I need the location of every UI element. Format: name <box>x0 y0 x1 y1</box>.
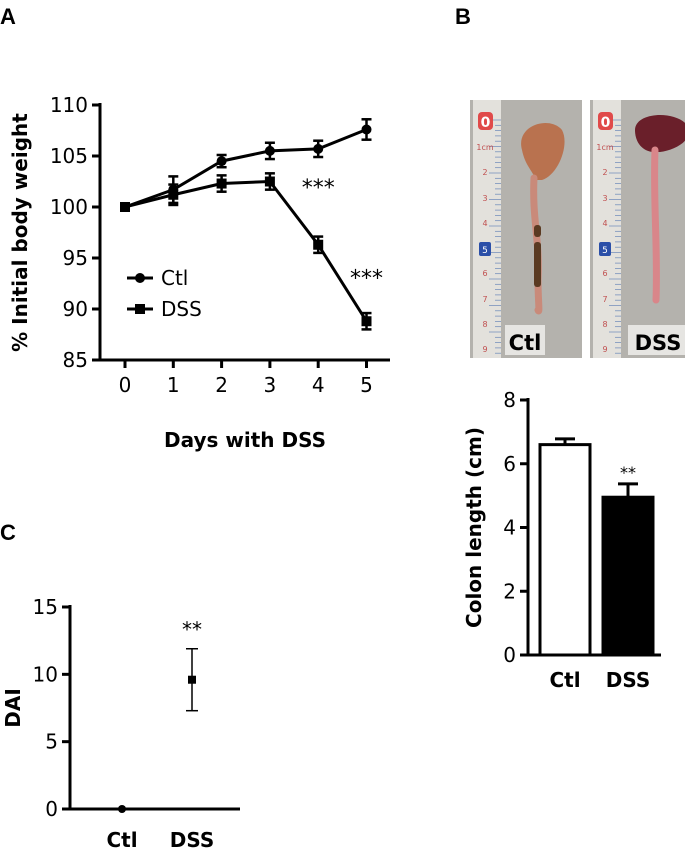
series-line-dss <box>124 179 368 323</box>
data-point-dss <box>168 189 179 200</box>
ruler-label: 0 <box>481 115 491 131</box>
data-point-ctl <box>361 124 372 135</box>
dai-chart: 0 5 10 15 DAI Ctl DSS ** <box>1 595 240 852</box>
ruler-label: 2 <box>482 168 487 177</box>
x-tick-label: 4 <box>312 373 325 397</box>
significance-marker: *** <box>302 176 335 201</box>
colon-length-chart: 0 2 4 6 8 Colon length (cm) Ctl DSS ** <box>462 388 661 692</box>
body-weight-chart: 85 90 95 100 105 110 0 1 2 3 4 5 Days with DSS % Init… <box>8 93 390 452</box>
photo-label-dss: DSS <box>635 331 682 355</box>
ruler-label: 3 <box>602 194 607 203</box>
legend-marker-ctl <box>135 273 145 283</box>
ruler-label: 8 <box>482 320 487 329</box>
ruler-label: 8 <box>602 320 607 329</box>
data-point-dss <box>188 675 196 684</box>
ruler-label: 9 <box>602 345 607 354</box>
y-tick-label: 10 <box>33 662 58 686</box>
data-point-dss <box>216 178 227 189</box>
x-tick-label: 3 <box>264 373 277 397</box>
bar-dss <box>601 495 655 657</box>
ruler-label: 5 <box>482 246 488 256</box>
ruler-label: 1cm <box>596 143 613 152</box>
y-tick-label: 8 <box>503 388 516 412</box>
legend-label-ctl: Ctl <box>161 266 188 290</box>
photo-half-dss: 0 1cm 2 3 4 5 6 7 8 9 DSS <box>590 100 685 358</box>
ruler-label: 2 <box>602 168 607 177</box>
ruler-label: 7 <box>482 295 487 304</box>
data-point-ctl <box>313 143 324 154</box>
ruler-label: 4 <box>602 219 607 228</box>
y-tick-label: 90 <box>63 297 88 321</box>
cecum <box>635 114 685 152</box>
y-axis-title: Colon length (cm) <box>462 427 486 628</box>
y-tick-label: 95 <box>63 246 88 270</box>
panel-label-b: B <box>455 4 471 29</box>
photo-half-ctl: 0 1cm 2 3 4 5 6 7 8 9 Ctl <box>470 100 582 358</box>
y-tick-label: 85 <box>63 348 88 372</box>
y-tick-label: 5 <box>45 730 58 754</box>
data-point-ctl <box>264 145 275 156</box>
y-tick-label: 100 <box>50 195 88 219</box>
y-tick-label: 0 <box>45 797 58 821</box>
y-axis-title: % Initial body weight <box>8 113 32 352</box>
ruler <box>593 100 621 358</box>
data-point-ctl <box>216 156 227 167</box>
legend-label-dss: DSS <box>161 297 202 321</box>
ruler-five-marker <box>599 242 611 256</box>
photo-label-ctl: Ctl <box>509 331 542 355</box>
ruler-zero-marker <box>478 112 493 130</box>
data-point-dss <box>264 176 275 187</box>
y-axis-title: DAI <box>1 688 25 728</box>
x-category-label: DSS <box>170 828 215 852</box>
ruler-label: 0 <box>601 115 611 131</box>
ruler-label: 6 <box>602 269 607 278</box>
significance-marker: *** <box>350 267 383 292</box>
x-tick-label: 5 <box>360 373 373 397</box>
data-point-dss <box>120 202 130 212</box>
ruler-label: 6 <box>482 269 487 278</box>
ruler-zero-marker <box>598 112 613 130</box>
y-tick-label: 0 <box>503 643 516 667</box>
significance-marker: ** <box>620 463 636 482</box>
ruler-label: 3 <box>482 194 487 203</box>
y-tick-label: 15 <box>33 595 58 619</box>
photo-label-box <box>505 325 545 355</box>
significance-marker: ** <box>182 618 202 642</box>
x-tick-label: 1 <box>167 373 180 397</box>
data-point-dss <box>313 239 324 250</box>
panel-label-a: A <box>0 4 16 29</box>
colon-photograph: 0 1cm 2 3 4 5 6 7 8 9 Ctl 0 1cm 2 3 4 5 6 7 8 9 DSS <box>470 100 685 358</box>
legend-marker-dss <box>135 304 145 314</box>
ruler-label: 5 <box>602 246 608 256</box>
x-tick-label: 0 <box>119 373 132 397</box>
ruler <box>473 100 501 358</box>
y-tick-label: 4 <box>503 516 516 540</box>
x-tick-label: 2 <box>215 373 228 397</box>
data-point-dss <box>361 316 372 327</box>
x-category-label: DSS <box>606 668 651 692</box>
bar-ctl <box>538 443 592 657</box>
fecal-pellet <box>534 242 541 287</box>
y-tick-label: 2 <box>503 579 516 603</box>
y-tick-label: 110 <box>50 93 88 117</box>
ruler-five-marker <box>479 242 491 256</box>
x-category-label: Ctl <box>106 828 137 852</box>
fecal-pellet <box>534 225 541 237</box>
ruler-label: 9 <box>482 345 487 354</box>
y-tick-label: 6 <box>503 452 516 476</box>
data-point-ctl <box>118 805 126 813</box>
series-line-ctl <box>124 128 368 209</box>
panel-label-c: C <box>0 520 16 545</box>
ruler-label: 1cm <box>476 143 493 152</box>
cecum <box>521 122 565 180</box>
ruler-label: 7 <box>602 295 607 304</box>
photo-label-box <box>628 325 685 355</box>
colon <box>651 146 660 304</box>
x-axis-title: Days with DSS <box>164 428 326 452</box>
x-category-label: Ctl <box>549 668 580 692</box>
ruler-label: 4 <box>482 219 487 228</box>
y-tick-label: 105 <box>50 144 88 168</box>
